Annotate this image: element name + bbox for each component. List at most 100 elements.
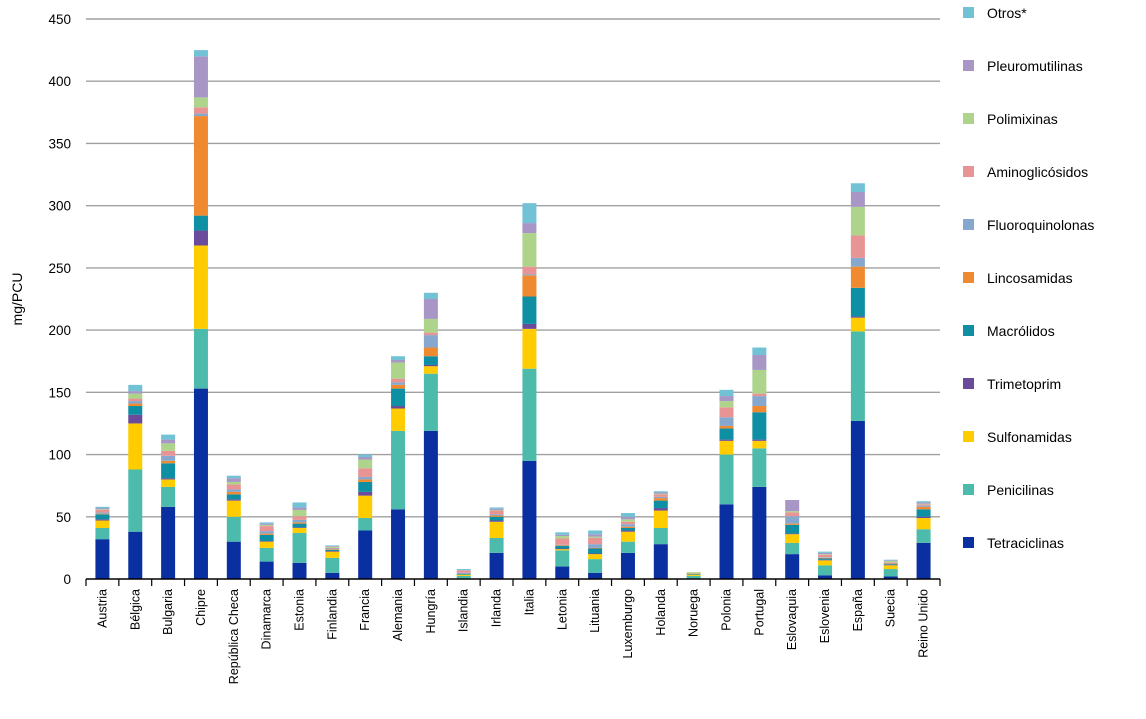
bar-segment [653, 498, 668, 501]
bar-segment [818, 575, 833, 579]
bar-segment [620, 541, 635, 553]
bar-segment [883, 564, 898, 565]
x-tick-label: República Checa [227, 589, 241, 684]
x-tick-label: Eslovaquia [785, 589, 799, 650]
legend-item: Macrólidos [963, 323, 1055, 339]
bar-segment [653, 491, 668, 493]
bar-segment [226, 478, 241, 482]
bar-segment [916, 506, 931, 510]
bar-segment [489, 521, 504, 538]
bar-segment [161, 463, 176, 479]
bar-segment [128, 423, 143, 470]
bar-segment [193, 245, 208, 329]
x-tick-label: Suecia [884, 589, 898, 627]
bar-segment [391, 359, 406, 363]
bar-segment [391, 388, 406, 407]
bar-segment [522, 223, 537, 234]
bar-segment [292, 522, 307, 524]
bar-segment [292, 509, 307, 517]
bar-segment [850, 287, 865, 317]
bar-segment [423, 318, 438, 333]
bar-segment [128, 393, 143, 399]
bar-segment [850, 183, 865, 192]
bar-segment [456, 574, 471, 576]
x-tick-label: Noruega [687, 589, 701, 637]
bar-segment [818, 557, 833, 558]
legend-swatch [963, 219, 974, 230]
legend-swatch [963, 113, 974, 124]
bar-segment [588, 559, 603, 573]
bar-stack [653, 491, 668, 579]
bar-segment [653, 494, 668, 497]
bar-segment [818, 557, 833, 559]
bar-segment [883, 569, 898, 577]
x-tick-label: España [851, 589, 865, 631]
bar-segment [423, 430, 438, 579]
bar-segment [358, 479, 373, 482]
y-tick-label: 100 [48, 448, 71, 463]
bar-stack [686, 572, 701, 579]
bar-segment [456, 570, 471, 573]
bar-segment [522, 328, 537, 369]
x-tick-label: Francia [358, 589, 372, 631]
bar-segment [161, 434, 176, 440]
legend-swatch [963, 272, 974, 283]
bar-segment [95, 508, 110, 510]
bar-segment [818, 551, 833, 553]
bar-segment [95, 509, 110, 510]
bar-stack [325, 545, 340, 579]
bar-segment [259, 541, 274, 542]
x-tick-label: Alemania [391, 589, 405, 641]
x-tick-label: Irlanda [490, 589, 504, 627]
bar-segment [785, 542, 800, 555]
bar-segment [883, 559, 898, 561]
bar-segment [226, 481, 241, 485]
bar-stack [226, 475, 241, 579]
bar-segment [423, 292, 438, 299]
bar-segment [456, 572, 471, 575]
bar-segment [850, 206, 865, 236]
bar-stack [883, 559, 898, 579]
bar-segment [259, 522, 274, 524]
bar-segment [95, 527, 110, 540]
y-tick-label: 300 [48, 199, 71, 214]
bar-segment [95, 513, 110, 515]
bar-segment [620, 530, 635, 532]
bar-segment [391, 378, 406, 383]
bar-segment [818, 552, 833, 555]
legend-item: Polimixinas [963, 111, 1058, 127]
legend-item: Lincosamidas [963, 270, 1073, 286]
bar-segment [785, 511, 800, 513]
bar-segment [423, 335, 438, 348]
legend-label: Aminoglicósidos [987, 164, 1088, 180]
bar-segment [391, 509, 406, 579]
y-tick-label: 350 [48, 136, 71, 151]
legend-item: Sulfonamidas [963, 429, 1072, 445]
bar-segment [489, 520, 504, 522]
bar-segment [95, 519, 110, 521]
bar-segment [719, 440, 734, 455]
bar-segment [95, 514, 110, 520]
bar-segment [916, 502, 931, 504]
bar-segment [522, 296, 537, 324]
bar-segment [653, 527, 668, 545]
bar-segment [489, 510, 504, 515]
x-tick-label: Reino Unido [917, 589, 931, 658]
bar-segment [653, 493, 668, 495]
bar-segment [686, 573, 701, 575]
bar-segment [555, 538, 570, 545]
bar-segment [193, 215, 208, 231]
bar-segment [423, 373, 438, 431]
bar-segment [818, 560, 833, 566]
bar-segment [325, 551, 340, 552]
legend-label: Fluoroquinolonas [987, 217, 1094, 233]
bar-segment [916, 505, 931, 507]
bar-segment [752, 393, 767, 397]
bar-segment [226, 499, 241, 501]
bar-segment [916, 529, 931, 543]
bar-segment [818, 559, 833, 561]
bar-segment [555, 545, 570, 547]
legend-label: Sulfonamidas [987, 429, 1072, 445]
bar-segment [325, 549, 340, 550]
bar-segment [292, 527, 307, 528]
